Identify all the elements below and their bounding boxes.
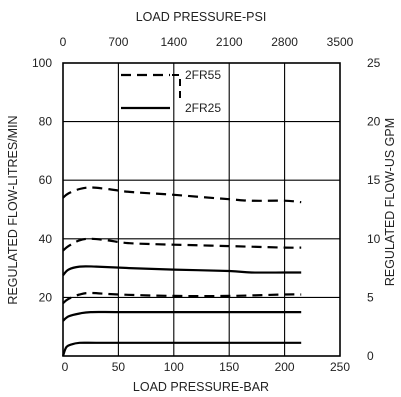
series-line-2fr55-3 — [62, 291, 302, 305]
series-line-2fr25-4 — [62, 265, 302, 277]
y-left-tick-label: 60 — [39, 173, 53, 187]
legend-connector — [172, 74, 181, 98]
x-bottom-tick-label: 100 — [164, 360, 184, 374]
y-right-tick-label: 5 — [367, 290, 374, 304]
y-left-axis-title: REGULATED FLOW-LITRES/MIN — [6, 115, 20, 304]
y-right-tick-label: 0 — [367, 349, 374, 363]
x-top-tick-label: 2100 — [216, 35, 243, 49]
y-left-tick-label: 20 — [39, 290, 53, 304]
x-bottom-tick-label: 150 — [219, 360, 239, 374]
y-left-tick-label: 100 — [32, 56, 52, 70]
y-left-tick-label: 80 — [39, 115, 53, 129]
x-top-tick-label: 0 — [60, 35, 67, 49]
y-right-tick-label: 10 — [367, 232, 381, 246]
x-top-tick-label: 2800 — [271, 35, 298, 49]
x-bottom-tick-label: 200 — [275, 360, 295, 374]
series-line-2fr55-2 — [62, 237, 302, 252]
legend-label-2fr55: 2FR55 — [185, 68, 221, 82]
x-bottom-tick-label: 250 — [330, 360, 350, 374]
x-bottom-tick-label: 0 — [62, 360, 69, 374]
y-right-tick-label: 25 — [367, 56, 381, 70]
legend: 2FR55 2FR25 — [121, 68, 221, 115]
series-group — [61, 186, 302, 357]
x-bottom-tick-label: 50 — [112, 360, 126, 374]
x-top-tick-label: 3500 — [327, 35, 354, 49]
x-top-axis-title: LOAD PRESSURE-PSI — [136, 10, 267, 24]
y-left-tick-label: 40 — [39, 232, 53, 246]
series-line-2fr25-6 — [61, 341, 302, 357]
y-right-axis-title: REGULATED FLOW-US GPM — [383, 118, 397, 286]
x-top-tick-label: 1400 — [160, 35, 187, 49]
grid — [63, 63, 340, 356]
x-top-tick-label: 700 — [108, 35, 128, 49]
series-line-2fr25-5 — [62, 310, 302, 322]
series-line-2fr55-1 — [62, 186, 302, 204]
legend-label-2fr25: 2FR25 — [185, 101, 221, 115]
plot-frame — [62, 62, 341, 357]
x-bottom-axis-title: LOAD PRESSURE-BAR — [133, 380, 269, 394]
y-right-tick-label: 20 — [367, 115, 381, 129]
y-right-tick-label: 15 — [367, 173, 381, 187]
